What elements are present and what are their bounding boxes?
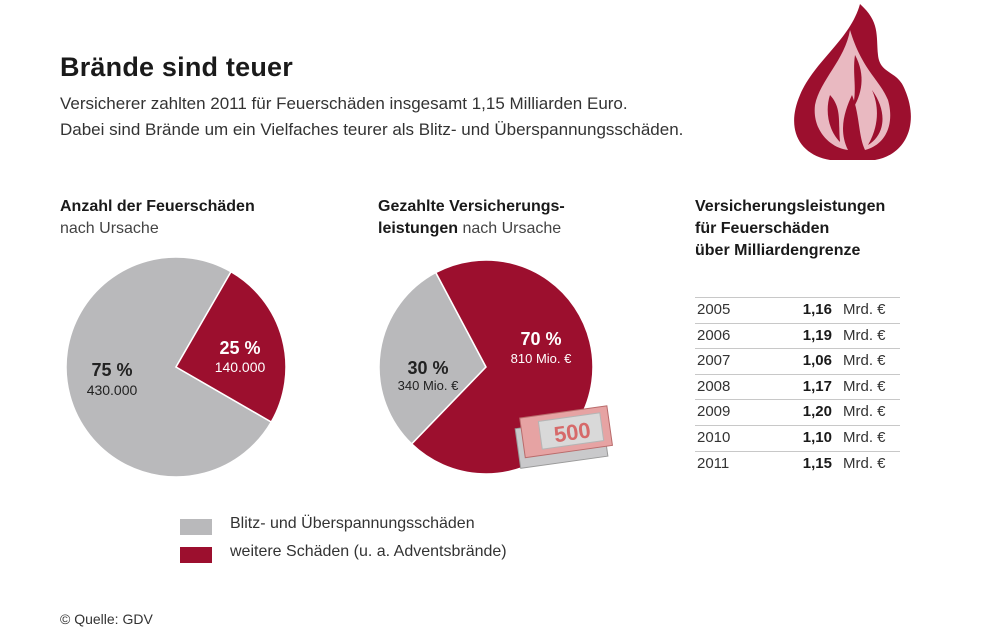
table-unit: Mrd. €: [843, 428, 886, 446]
table-unit: Mrd. €: [843, 403, 886, 421]
table-title-line3: über Milliardengrenze: [695, 242, 861, 259]
payout-table: 2005 1,16 Mrd. € 2006 1,19 Mrd. € 2007 1,06 Mrd.…: [695, 297, 900, 476]
pie1-subtitle: nach Ursache: [60, 220, 159, 237]
table-unit: Mrd. €: [843, 454, 886, 472]
pie1-title: Anzahl der Feuerschäden: [60, 198, 255, 215]
pie2-label-gray-val: 340 Mio. €: [398, 378, 459, 393]
table-unit: Mrd. €: [843, 352, 886, 370]
subtitle-line-1: Versicherer zahlten 2011 für Feuerschäde…: [60, 94, 628, 113]
table-value: 1,17: [802, 377, 832, 395]
table-row: 2011 1,15 Mrd. €: [695, 452, 900, 477]
legend-label-gray: Blitz- und Überspannungsschäden: [230, 515, 475, 532]
table-value: 1,06: [802, 352, 832, 370]
table-unit: Mrd. €: [843, 326, 886, 344]
table-unit: Mrd. €: [843, 301, 886, 318]
table-row: 2010 1,10 Mrd. €: [695, 426, 900, 452]
page-title: Brände sind teuer: [60, 52, 293, 82]
pie2-header: Gezahlte Versicherungs- leistungen nach …: [378, 196, 565, 240]
pie1-label-gray-val: 430.000: [87, 382, 138, 398]
table-year: 2010: [697, 428, 731, 446]
table-title-line2: für Feuerschäden: [695, 220, 830, 237]
table-unit: Mrd. €: [843, 377, 886, 395]
table-year: 2007: [697, 352, 731, 370]
source-note: © Quelle: GDV: [60, 611, 153, 627]
pie1-label-gray-pct: 75 %: [91, 360, 132, 380]
pie2-label-gray-pct: 30 %: [407, 358, 448, 378]
table-title-line1: Versicherungsleistungen: [695, 198, 886, 215]
table-year: 2005: [697, 301, 731, 318]
banknote-label: 500: [552, 417, 592, 447]
table-row: 2005 1,16 Mrd. €: [695, 297, 900, 324]
table-value: 1,19: [802, 326, 832, 344]
table-row: 2008 1,17 Mrd. €: [695, 375, 900, 401]
pie1-label-red-pct: 25 %: [219, 338, 260, 358]
legend-swatch-red: [180, 547, 212, 563]
table-value: 1,15: [802, 454, 832, 472]
legend-label-red: weitere Schäden (u. a. Adventsbrände): [230, 543, 507, 560]
pie2-title-line2: leistungen: [378, 220, 459, 237]
legend-swatch-gray: [180, 519, 212, 535]
pie2-slice-gray: [378, 271, 487, 446]
table-row: 2009 1,20 Mrd. €: [695, 400, 900, 426]
table-year: 2011: [697, 454, 730, 472]
table-row: 2006 1,19 Mrd. €: [695, 324, 900, 350]
pie1-slice-red: [174, 270, 287, 424]
subtitle-line-2: Dabei sind Brände um ein Vielfaches teur…: [60, 120, 684, 139]
table-year: 2009: [697, 403, 731, 421]
table-row: 2007 1,06 Mrd. €: [695, 349, 900, 375]
pie1-slice-gray: [65, 256, 273, 478]
table-year: 2008: [697, 377, 731, 395]
pie1-header: Anzahl der Feuerschäden nach Ursache: [60, 196, 255, 240]
banknote-icon: 500: [514, 405, 613, 469]
table-year: 2006: [697, 326, 731, 344]
pie1-label-red-val: 140.000: [215, 359, 266, 375]
table-header: Versicherungsleistungen für Feuerschäden…: [695, 196, 885, 262]
table-value: 1,20: [802, 403, 832, 421]
table-value: 1,10: [802, 428, 832, 446]
table-value: 1,16: [802, 301, 832, 318]
pie2-title-line1: Gezahlte Versicherungs-: [378, 198, 565, 215]
pie2-subtitle: nach Ursache: [462, 220, 562, 237]
pie2-label-red-val: 810 Mio. €: [511, 351, 572, 366]
pie2-label-red-pct: 70 %: [520, 329, 561, 349]
